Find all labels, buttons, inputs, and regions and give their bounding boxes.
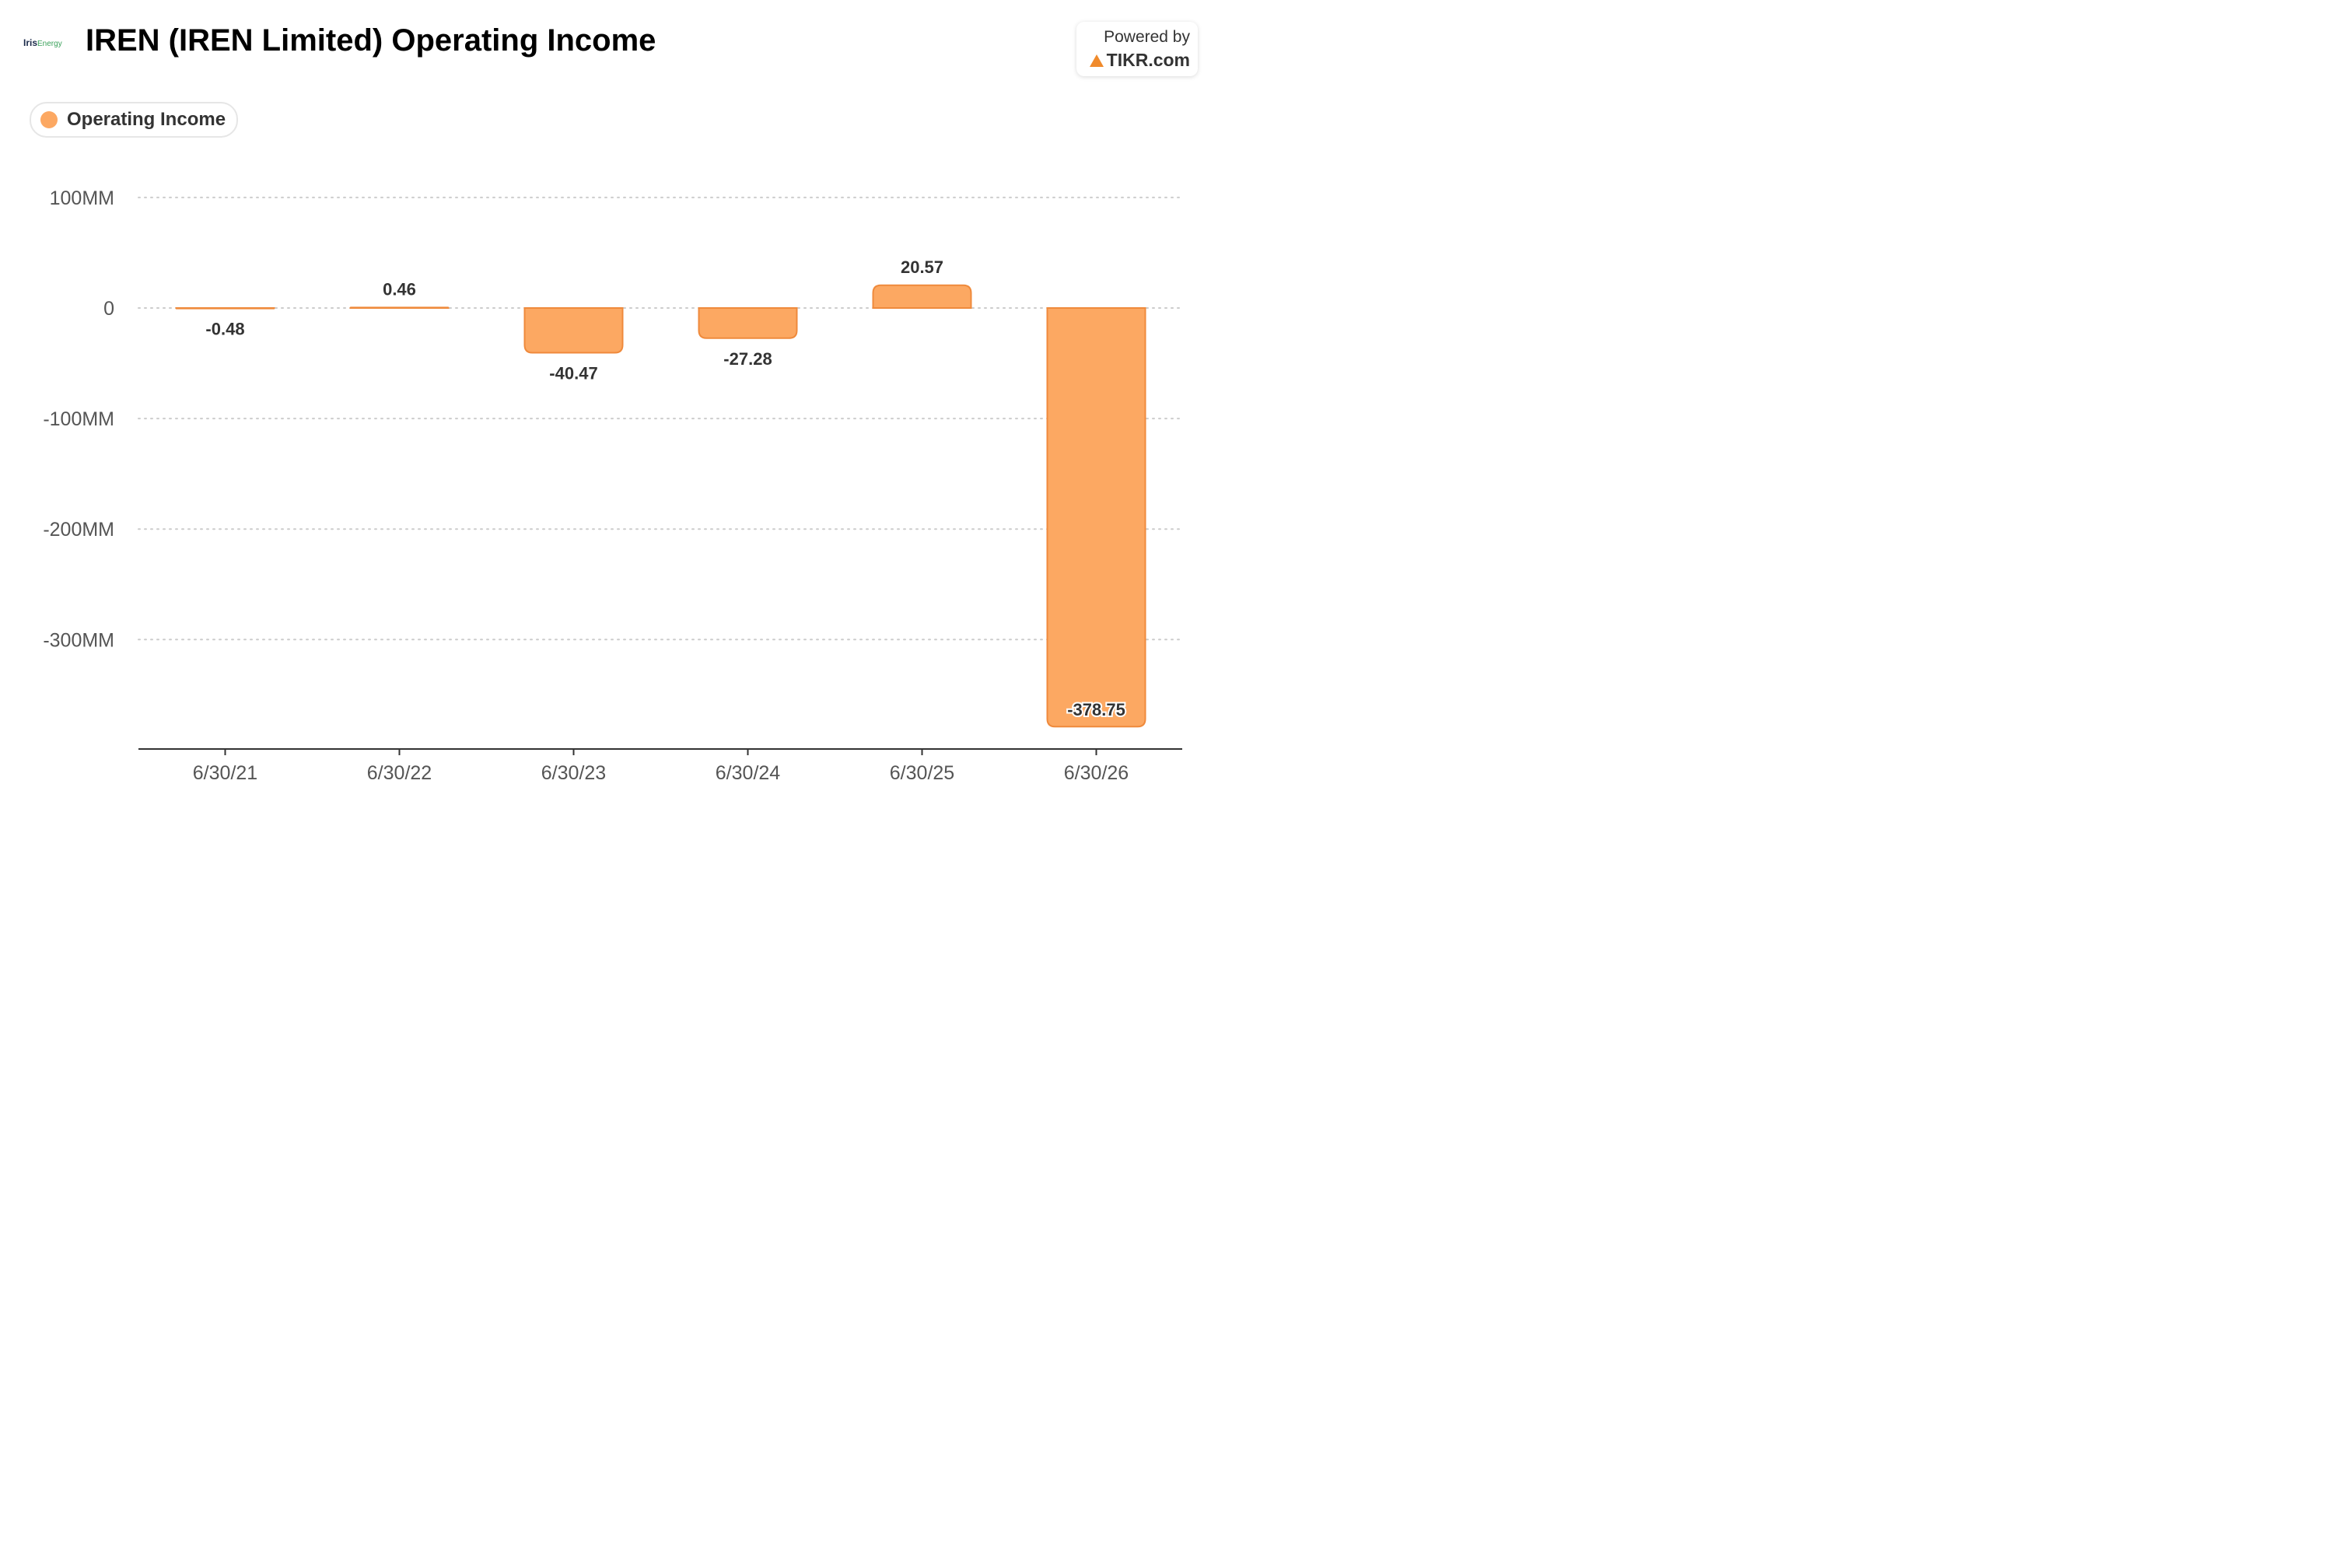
legend-swatch-icon bbox=[40, 111, 58, 128]
y-tick-label: -200MM bbox=[43, 519, 114, 541]
bar bbox=[523, 307, 624, 354]
chart-title: IREN (IREN Limited) Operating Income bbox=[86, 23, 656, 58]
bar-chart: 100MM 0 -100MM -200MM -300MM 6/30/21 -0.48 6/30… bbox=[43, 187, 1183, 784]
powered-by-badge[interactable]: Powered by TIKR.com bbox=[1076, 22, 1198, 76]
logo-text-energy: Energy bbox=[37, 40, 62, 48]
powered-by-text: Powered by bbox=[1104, 28, 1190, 46]
x-tick-label: 6/30/25 bbox=[890, 762, 954, 784]
bar bbox=[349, 306, 450, 309]
bar bbox=[698, 307, 798, 339]
x-tick-label: 6/30/21 bbox=[193, 762, 257, 784]
logo-text-iris: Iris bbox=[23, 37, 38, 48]
data-label: 20.57 bbox=[901, 257, 943, 277]
y-tick-label: 100MM bbox=[50, 187, 114, 209]
data-label: -27.28 bbox=[723, 349, 772, 369]
data-label: -378.75 bbox=[1067, 700, 1125, 719]
x-tick-label: 6/30/22 bbox=[367, 762, 432, 784]
legend-label: Operating Income bbox=[67, 109, 226, 130]
tikr-brand-text: TIKR.com bbox=[1106, 50, 1190, 70]
x-tick-label: 6/30/24 bbox=[716, 762, 781, 784]
bar bbox=[175, 307, 275, 310]
legend-item-operating-income[interactable]: Operating Income bbox=[30, 102, 239, 138]
x-tick-label: 6/30/23 bbox=[541, 762, 606, 784]
x-tick-label: 6/30/26 bbox=[1064, 762, 1129, 784]
bar bbox=[1046, 307, 1146, 728]
tikr-logo-icon bbox=[1089, 54, 1104, 67]
bar bbox=[872, 284, 972, 309]
y-tick-label: 0 bbox=[103, 298, 114, 320]
tikr-brand: TIKR.com bbox=[1089, 50, 1190, 71]
data-label: -40.47 bbox=[549, 364, 597, 383]
data-label: -0.48 bbox=[205, 320, 244, 339]
company-logo: IrisEnergy bbox=[23, 37, 62, 48]
y-tick-label: -100MM bbox=[43, 408, 114, 430]
data-label: 0.46 bbox=[383, 279, 416, 299]
y-tick-label: -300MM bbox=[43, 629, 114, 651]
